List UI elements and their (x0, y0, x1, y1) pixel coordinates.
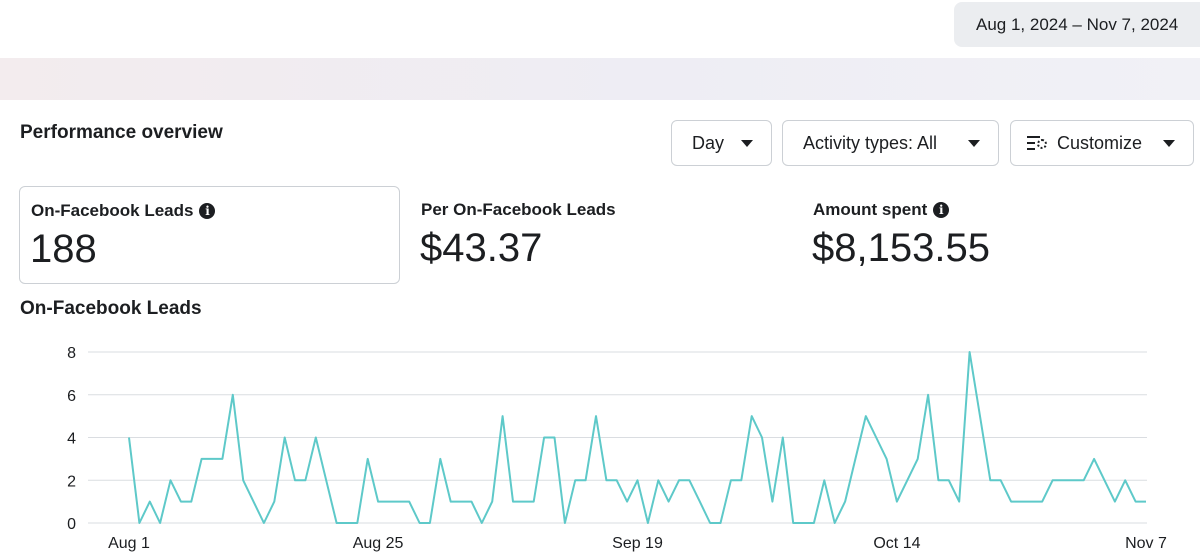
leads-line-chart: 0 2 4 6 8 Aug 1 Aug 25 Sep 19 Oct 14 Nov 7 (67, 345, 1167, 552)
metric-value: $8,153.55 (812, 226, 990, 270)
customize-columns-icon (1027, 135, 1047, 151)
header-band (0, 58, 1200, 100)
metric-value: 188 (30, 227, 97, 271)
metric-label: Per On-Facebook Leads (421, 200, 616, 219)
series-line (128, 351, 1146, 524)
caret-down-icon (1163, 139, 1175, 147)
y-tick-label: 0 (67, 516, 76, 533)
granularity-dropdown[interactable]: Day (671, 120, 772, 166)
activity-types-label: Activity types: All (803, 132, 938, 153)
info-icon[interactable]: i (199, 203, 216, 219)
metric-label: Amount spent (813, 200, 928, 219)
x-tick-label: Oct 14 (873, 535, 920, 552)
x-tick-label: Aug 25 (353, 535, 404, 552)
metric-card-cost-per-lead[interactable]: Per On-Facebook Leads $43.37 (410, 186, 790, 284)
section-title: Performance overview (20, 122, 223, 143)
x-tick-label: Sep 19 (612, 535, 663, 552)
date-range-picker[interactable]: Aug 1, 2024 – Nov 7, 2024 (954, 2, 1200, 47)
metric-value: $43.37 (420, 226, 543, 270)
customize-label: Customize (1057, 132, 1143, 153)
y-tick-label: 8 (67, 345, 76, 362)
top-bar: Aug 1, 2024 – Nov 7, 2024 (0, 0, 1200, 58)
chart-title: On-Facebook Leads (20, 298, 202, 319)
metric-card-amount-spent[interactable]: Amount spent i $8,153.55 (802, 186, 1182, 284)
granularity-label: Day (692, 132, 725, 153)
customize-dropdown[interactable]: Customize (1010, 120, 1194, 166)
caret-down-icon (741, 139, 753, 147)
caret-down-icon (968, 139, 980, 147)
y-tick-label: 2 (67, 473, 76, 490)
x-tick-label: Nov 7 (1125, 535, 1167, 552)
metric-card-leads[interactable]: On-Facebook Leads i 188 (19, 186, 400, 284)
y-tick-label: 6 (67, 388, 76, 405)
activity-types-dropdown[interactable]: Activity types: All (782, 120, 999, 166)
y-tick-label: 4 (67, 431, 76, 448)
metric-label: On-Facebook Leads (31, 201, 194, 220)
x-tick-label: Aug 1 (108, 535, 150, 552)
info-icon[interactable]: i (933, 202, 950, 218)
